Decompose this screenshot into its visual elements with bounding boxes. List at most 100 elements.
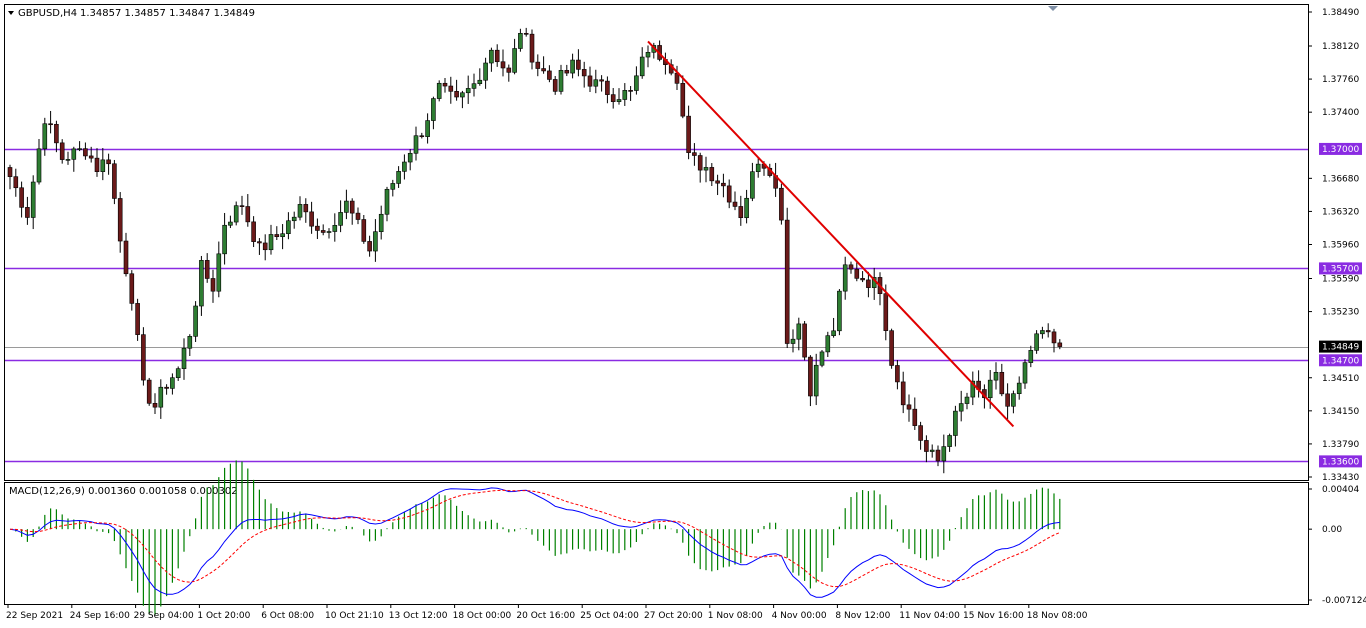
candle-down-body: [605, 80, 610, 95]
candle-down-body: [141, 334, 146, 381]
candle-up-body: [407, 152, 413, 163]
candle-up-body: [373, 231, 378, 252]
time-tick-label: 1 Nov 08:00: [708, 611, 763, 621]
candle-up-body: [489, 49, 494, 64]
level-price-label: 1.33600: [1322, 457, 1359, 467]
candle: [407, 149, 413, 171]
candle-up-body: [199, 260, 204, 307]
chart-menu-arrow-icon[interactable]: [8, 11, 14, 15]
candle-down-body: [900, 381, 906, 406]
candle: [715, 174, 720, 196]
candle-down-body: [94, 157, 100, 172]
candle-up-body: [71, 148, 77, 160]
candle-down-body: [88, 155, 94, 159]
candle: [825, 331, 831, 357]
macd-tick-label: 0.00404: [1322, 485, 1359, 495]
price-tick-label: 1.38490: [1322, 8, 1359, 18]
candle-up-body: [616, 99, 622, 102]
candle: [523, 27, 529, 37]
candle-up-body: [958, 403, 964, 412]
candle: [784, 207, 790, 348]
candle-up-body: [645, 52, 651, 58]
candle: [738, 195, 744, 226]
candle: [860, 271, 865, 283]
candle-down-body: [779, 187, 784, 221]
candle: [593, 69, 599, 94]
candle-down-body: [808, 356, 813, 397]
candle-down-body: [164, 386, 169, 389]
candle: [808, 355, 813, 407]
candle: [42, 117, 48, 156]
candle-up-body: [187, 336, 193, 349]
candle: [535, 54, 541, 77]
candle-up-body: [1028, 350, 1034, 363]
candle-down-body: [367, 241, 372, 252]
current-price-label: 1.34849: [1322, 343, 1359, 353]
level-price-label: 1.37000: [1322, 145, 1359, 155]
candle-down-body: [918, 425, 923, 441]
price-tick-label: 1.37760: [1322, 75, 1359, 85]
candle-down-body: [848, 264, 854, 270]
candle-down-body: [587, 75, 593, 87]
macd-panel-frame: [4, 482, 1309, 605]
price-panel-frame: [4, 4, 1309, 481]
candle-down-body: [25, 207, 30, 218]
candle: [964, 392, 970, 410]
candle: [605, 76, 610, 104]
level-price-tag: [1319, 455, 1362, 468]
time-tick-label: 8 Nov 12:00: [835, 611, 890, 621]
candle: [413, 126, 419, 161]
candle-up-body: [941, 446, 947, 462]
candle-down-body: [152, 403, 158, 408]
candle: [512, 38, 517, 75]
price-tick-label: 1.34150: [1322, 407, 1359, 417]
candle-down-body: [541, 68, 546, 72]
candle: [518, 28, 523, 52]
candle: [831, 317, 836, 338]
candle: [303, 198, 309, 223]
candle-down-body: [54, 123, 59, 144]
candle-up-body: [570, 59, 575, 74]
candle-down-body: [802, 323, 807, 358]
candle-up-body: [970, 380, 976, 398]
candle: [970, 371, 976, 406]
macd-label: MACD(12,26,9) 0.001360 0.001058 0.000302: [9, 486, 238, 497]
candle: [268, 224, 274, 255]
candle-down-body: [245, 206, 251, 223]
candle: [779, 183, 784, 225]
candle-up-body: [170, 377, 175, 389]
candle: [320, 224, 326, 236]
candle-up-body: [222, 224, 227, 255]
level-price-tag: [1319, 354, 1362, 367]
candle-down-body: [303, 204, 309, 213]
price-tick-label: 1.36320: [1322, 207, 1359, 217]
candle: [425, 113, 430, 144]
candle-up-body: [425, 120, 430, 137]
candle-up-body: [286, 220, 291, 235]
candle-up-body: [77, 148, 82, 150]
candle-down-body: [854, 268, 860, 279]
trendline-red[interactable]: [647, 40, 1015, 428]
candle: [842, 256, 848, 300]
candle-up-body: [593, 79, 599, 87]
candle: [94, 148, 100, 177]
price-tick-label: 1.33790: [1322, 440, 1359, 450]
candle: [373, 219, 378, 262]
candle: [1005, 383, 1010, 420]
candle: [483, 57, 488, 89]
candle: [906, 394, 912, 422]
price-tick-label: 1.34510: [1322, 374, 1359, 384]
shift-marker-icon[interactable]: [1048, 6, 1058, 11]
candle: [697, 152, 703, 183]
candle: [396, 166, 401, 188]
macd-tick-label: 0.00: [1322, 525, 1342, 535]
candle-up-body: [384, 188, 390, 215]
candle-down-body: [1005, 393, 1010, 407]
candle-down-body: [146, 379, 152, 404]
candle: [1016, 376, 1022, 400]
candle-up-body: [280, 233, 285, 238]
candle: [744, 189, 749, 224]
candle-down-body: [500, 61, 506, 69]
macd-signal-line: [9, 489, 1060, 588]
